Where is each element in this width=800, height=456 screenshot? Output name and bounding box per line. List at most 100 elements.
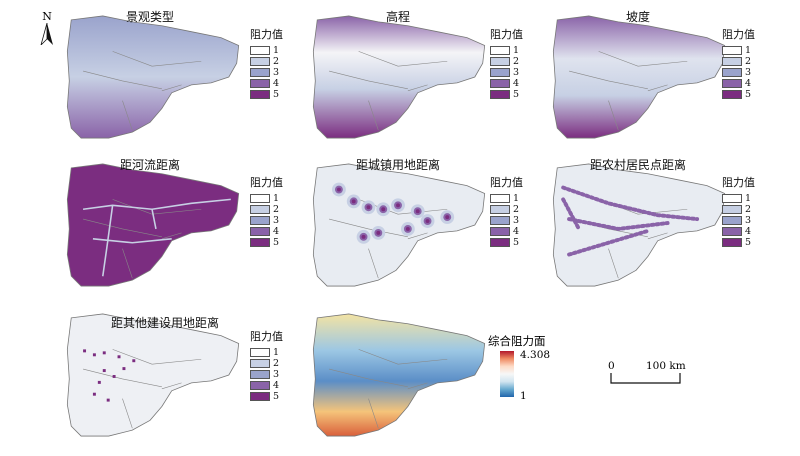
legend-swatch [490,57,510,66]
legend-title: 阻力值 [250,330,283,343]
legend-swatch [250,205,270,214]
map-panel [62,160,244,290]
legend-row: 5 [490,89,523,100]
legend-class-label: 4 [273,380,280,391]
legend-class-label: 5 [273,89,280,100]
panel-title: 距城镇用地距离 [355,158,440,172]
legend-swatch [490,205,510,214]
legend-row: 1 [490,193,523,204]
legend-swatch [250,90,270,99]
legend-swatch [250,381,270,390]
legend-swatch [722,238,742,247]
legend-row: 3 [722,67,755,78]
legend-row: 1 [250,193,283,204]
legend-class-label: 1 [273,347,280,358]
legend-title: 阻力值 [722,28,755,41]
legend-class-label: 2 [513,204,520,215]
legend-row: 1 [722,193,755,204]
legend-swatch [250,194,270,203]
legend-title: 阻力值 [490,28,523,41]
composite-legend-title: 综合阻力面 [488,334,546,348]
legend-class-label: 1 [513,45,520,56]
legend-class-label: 3 [273,215,280,226]
composite-min-label: 1 [520,390,527,402]
legend-row: 3 [250,369,283,380]
resistance-legend: 阻力值 1 2 3 4 5 [722,26,755,100]
panel-title: 距其他建设用地距离 [110,316,219,330]
legend-row: 2 [722,56,755,67]
legend-class-label: 3 [273,67,280,78]
legend-row: 3 [490,215,523,226]
legend-class-label: 3 [513,67,520,78]
legend-class-label: 1 [513,193,520,204]
panel-title: 距农村居民点距离 [589,158,686,172]
legend-row: 5 [250,89,283,100]
legend-row: 2 [722,204,755,215]
map-shape [312,15,486,139]
legend-class-label: 1 [745,193,752,204]
legend-swatch [250,392,270,401]
legend-swatch [250,348,270,357]
legend-class-label: 4 [513,226,520,237]
legend-class-label: 2 [745,56,752,67]
map-panel [308,160,490,290]
legend-class-label: 1 [273,45,280,56]
legend-row: 5 [722,89,755,100]
resistance-legend: 阻力值 1 2 3 4 5 [250,174,283,248]
legend-swatch [250,79,270,88]
map-panel [62,310,244,440]
legend-row: 4 [250,78,283,89]
legend-class-label: 4 [745,226,752,237]
legend-swatch [250,57,270,66]
panel-title: 坡度 [625,10,650,24]
legend-row: 5 [250,237,283,248]
legend-class-label: 4 [273,78,280,89]
scale-label: 100 km [646,360,686,372]
composite-max-label: 4.308 [520,349,551,361]
legend-class-label: 4 [513,78,520,89]
map-shape [66,313,240,437]
map-shape [66,163,240,287]
legend-row: 2 [250,358,283,369]
legend-row: 1 [250,45,283,56]
legend-class-label: 5 [273,237,280,248]
legend-row: 4 [490,78,523,89]
legend-row: 4 [490,226,523,237]
legend-swatch [490,79,510,88]
legend-row: 2 [250,204,283,215]
legend-swatch [490,194,510,203]
legend-swatch [490,46,510,55]
scale-zero: 0 [608,360,615,372]
map-shape [66,15,240,139]
legend-swatch [722,205,742,214]
legend-class-label: 5 [745,237,752,248]
legend-class-label: 5 [513,89,520,100]
legend-title: 阻力值 [722,176,755,189]
legend-class-label: 1 [745,45,752,56]
legend-row: 3 [490,67,523,78]
legend-swatch [490,68,510,77]
legend-class-label: 2 [745,204,752,215]
legend-row: 4 [722,226,755,237]
scale-line [610,373,681,384]
composite-gradient-bar [500,351,514,397]
resistance-legend: 阻力值 1 2 3 4 5 [722,174,755,248]
legend-swatch [722,46,742,55]
resistance-legend: 阻力值 1 2 3 4 5 [250,26,283,100]
legend-class-label: 1 [273,193,280,204]
north-arrow-icon [40,22,53,47]
legend-title: 阻力值 [250,28,283,41]
legend-row: 5 [722,237,755,248]
map-shape [312,313,486,437]
legend-row: 2 [490,204,523,215]
map-panel [308,310,490,440]
legend-class-label: 3 [745,215,752,226]
composite-legend: 综合阻力面 4.308 1 [488,333,550,402]
legend-row: 4 [250,380,283,391]
legend-class-label: 2 [513,56,520,67]
panel-title: 景观类型 [125,10,174,24]
legend-row: 3 [722,215,755,226]
map-shape [552,15,726,139]
legend-class-label: 4 [273,226,280,237]
legend-class-label: 2 [273,358,280,369]
